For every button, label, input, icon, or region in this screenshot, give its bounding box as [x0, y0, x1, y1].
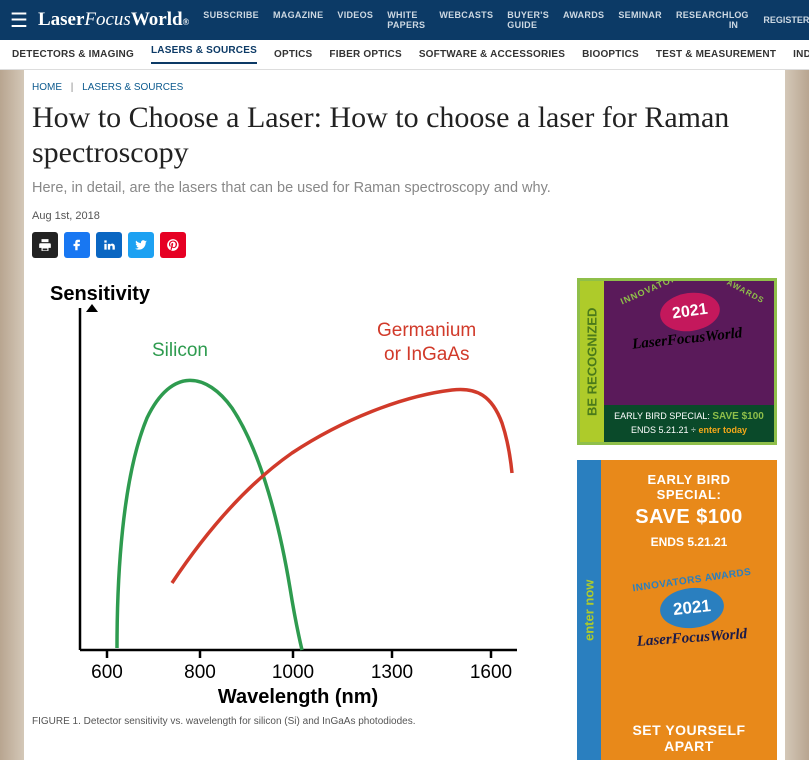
twitter-button[interactable] [128, 232, 154, 258]
toplink-awards[interactable]: AWARDS [563, 10, 604, 30]
nav-fiber[interactable]: FIBER OPTICS [329, 49, 401, 60]
logo-trademark: ® [183, 17, 190, 27]
ad2-top-text: EARLY BIRD SPECIAL: SAVE $100 ENDS 5.21.… [601, 472, 777, 549]
chart-x-ticklabels: 600 800 1000 1300 1600 [91, 662, 512, 683]
nav-biooptics[interactable]: BIOOPTICS [582, 49, 639, 60]
breadcrumb-separator: | [71, 82, 74, 93]
toplink-buyersguide[interactable]: BUYER'S GUIDE [507, 10, 549, 30]
ad-banner-2[interactable]: enter now EARLY BIRD SPECIAL: SAVE $100 … [577, 460, 777, 760]
logo-part-laser: Laser [38, 9, 84, 31]
content-row: Sensitivity 600 800 [24, 278, 785, 760]
chart-series-germanium [172, 389, 512, 583]
nav-industrial[interactable]: INDUSTRIAL LASERS [793, 49, 809, 60]
site-logo[interactable]: LaserFocusWorld® [38, 9, 189, 31]
article-date: Aug 1st, 2018 [32, 210, 777, 222]
ad2-line1b: SPECIAL: [601, 487, 777, 502]
chart-label-silicon: Silicon [152, 340, 208, 361]
sensitivity-chart: Sensitivity 600 800 [32, 278, 532, 708]
pinterest-button[interactable] [160, 232, 186, 258]
breadcrumb-home[interactable]: HOME [32, 82, 62, 93]
article-header: How to Choose a Laser: How to choose a l… [24, 101, 785, 258]
toplink-magazine[interactable]: MAGAZINE [273, 10, 323, 30]
article-subtitle: Here, in detail, are the lasers that can… [32, 180, 777, 196]
ad2-vertical-text: enter now [577, 460, 601, 760]
chart-label-germanium-2: or InGaAs [384, 344, 470, 365]
ad1-bottom-text: EARLY BIRD SPECIAL: SAVE $100 ENDS 5.21.… [604, 405, 774, 442]
figure-column: Sensitivity 600 800 [32, 278, 547, 760]
toplink-webcasts[interactable]: WEBCASTS [439, 10, 493, 30]
register-link[interactable]: REGISTER [763, 15, 809, 25]
ad2-line1a: EARLY BIRD [601, 472, 777, 487]
ad1-vertical-text: BE RECOGNIZED [580, 281, 604, 442]
chart-y-title: Sensitivity [50, 283, 151, 305]
toplink-seminar[interactable]: SEMINAR [618, 10, 662, 30]
login-link[interactable]: LOG IN [729, 10, 749, 30]
article-title: How to Choose a Laser: How to choose a l… [32, 101, 777, 170]
ad1-ribbon-top2: AWARDS [725, 278, 766, 305]
nav-optics[interactable]: OPTICS [274, 49, 312, 60]
ad2-brand: LaserFocusWorld [617, 625, 768, 652]
logo-part-world: World [131, 9, 183, 31]
hamburger-icon[interactable]: ☰ [10, 8, 28, 33]
svg-text:1000: 1000 [272, 662, 314, 683]
page-background: HOME | LASERS & SOURCES How to Choose a … [0, 70, 809, 760]
ad-banner-1[interactable]: BE RECOGNIZED INNOVATORS AWARDS 2021 Las… [577, 278, 777, 445]
chart-series-silicon [117, 380, 302, 650]
toplink-research[interactable]: RESEARCH [676, 10, 729, 30]
ad2-line3: ENDS 5.21.21 [601, 535, 777, 549]
chart-svg: Sensitivity 600 800 [32, 278, 532, 708]
toplink-subscribe[interactable]: SUBSCRIBE [203, 10, 259, 30]
ad2-line2: SAVE $100 [601, 506, 777, 529]
ad2-year: 2021 [658, 585, 726, 631]
top-right: LOG IN REGISTER [729, 10, 809, 30]
chart-y-arrow-icon [86, 304, 98, 312]
svg-text:800: 800 [184, 662, 216, 683]
toplink-whitepapers[interactable]: WHITE PAPERS [387, 10, 425, 30]
ad2-bottom: SET YOURSELF APART [601, 716, 777, 760]
ad1-line1a: EARLY BIRD SPECIAL: [614, 411, 712, 421]
linkedin-button[interactable] [96, 232, 122, 258]
chart-label-germanium-1: Germanium [377, 320, 476, 341]
breadcrumb: HOME | LASERS & SOURCES [24, 80, 785, 101]
facebook-button[interactable] [64, 232, 90, 258]
ad2-badge: INNOVATORS AWARDS 2021 LaserFocusWorld [617, 575, 767, 647]
category-navbar: DETECTORS & IMAGING LASERS & SOURCES OPT… [0, 40, 809, 70]
svg-text:600: 600 [91, 662, 123, 683]
nav-test[interactable]: TEST & MEASUREMENT [656, 49, 776, 60]
toplink-videos[interactable]: VIDEOS [337, 10, 373, 30]
nav-detectors[interactable]: DETECTORS & IMAGING [12, 49, 134, 60]
top-links: SUBSCRIBE MAGAZINE VIDEOS WHITE PAPERS W… [203, 10, 729, 30]
ad1-line1b: SAVE $100 [712, 411, 764, 422]
figure-caption: FIGURE 1. Detector sensitivity vs. wavel… [32, 716, 547, 727]
print-button[interactable] [32, 232, 58, 258]
logo-part-focus: Focus [84, 9, 130, 31]
ad1-badge: INNOVATORS AWARDS 2021 LaserFocusWorld [622, 289, 762, 399]
ad1-line2a: ENDS 5.21.21 ÷ [631, 425, 698, 435]
svg-text:1600: 1600 [470, 662, 512, 683]
ad1-line2b: enter today [698, 425, 747, 435]
breadcrumb-section[interactable]: LASERS & SOURCES [82, 82, 183, 93]
nav-lasers[interactable]: LASERS & SOURCES [151, 45, 257, 64]
share-bar [32, 232, 777, 258]
page-content: HOME | LASERS & SOURCES How to Choose a … [24, 70, 785, 760]
topbar: ☰ LaserFocusWorld® SUBSCRIBE MAGAZINE VI… [0, 0, 809, 40]
chart-x-title: Wavelength (nm) [218, 686, 378, 708]
sidebar-ads: BE RECOGNIZED INNOVATORS AWARDS 2021 Las… [577, 278, 777, 760]
svg-text:1300: 1300 [371, 662, 413, 683]
nav-software[interactable]: SOFTWARE & ACCESSORIES [419, 49, 565, 60]
